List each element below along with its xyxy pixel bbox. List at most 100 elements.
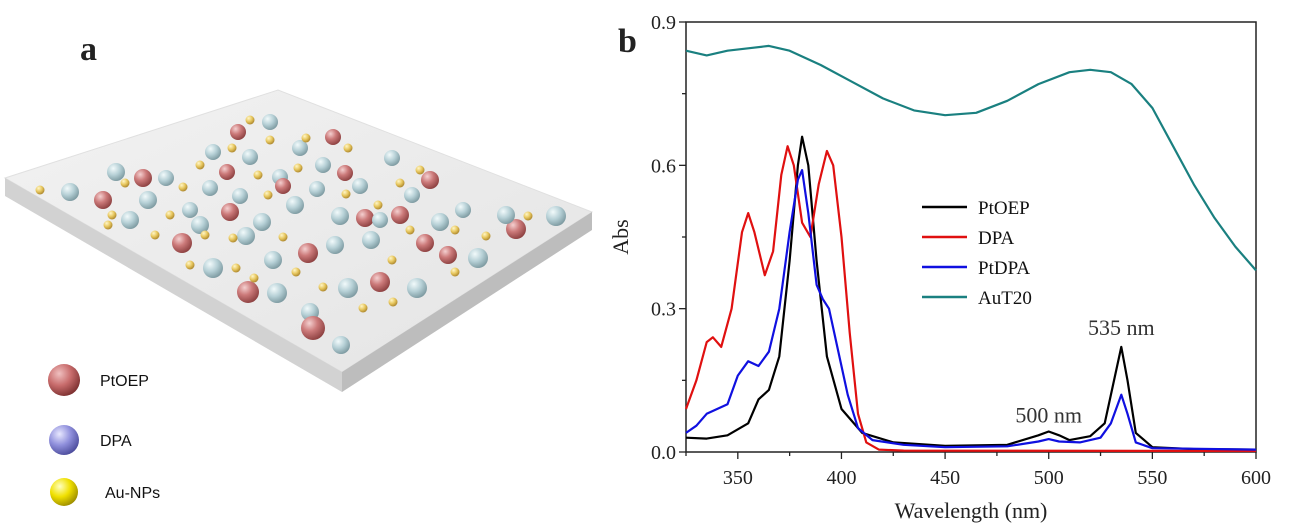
ptoep-particle [94, 191, 112, 209]
au-nanoparticle [523, 211, 533, 221]
au-nanoparticle [228, 233, 238, 243]
dpa-particle [407, 278, 427, 298]
dpa-particle [352, 178, 368, 194]
ptoep-particle [134, 169, 152, 187]
y-axis: 0.0 0.3 0.6 0.9 [651, 12, 686, 464]
legend-label-ptoep: PtOEP [100, 373, 149, 390]
au-nanoparticle [249, 273, 259, 283]
panel-a: a PtOEP DPA Au-NPs [3, 31, 594, 506]
ptoep-particle [370, 272, 390, 292]
dpa-particle [121, 211, 139, 229]
ptoep-particle [219, 164, 235, 180]
series-layer [684, 44, 1257, 453]
legend-label-ptdpa: PtDPA [978, 258, 1030, 279]
chart-plot-area: 350 400 450 500 550 600 0.0 0.3 0.6 0.9 PtOEP DPA… [651, 12, 1271, 489]
au-nanoparticle [395, 178, 405, 188]
legend-label-dpa: DPA [978, 228, 1015, 249]
dpa-particle [332, 336, 350, 354]
au-nps-sphere-icon [50, 478, 78, 506]
x-tick-label: 400 [826, 467, 856, 489]
legend-item-dpa: DPA [49, 425, 132, 455]
dpa-particle [497, 206, 515, 224]
au-nanoparticle [103, 220, 113, 230]
legend-label-aut20: AuT20 [978, 288, 1032, 309]
dpa-particle [338, 278, 358, 298]
ptoep-particle [221, 203, 239, 221]
ptoep-particle [506, 219, 526, 239]
series-line-ptoep [685, 135, 1257, 451]
x-axis-title: Wavelength (nm) [895, 498, 1048, 523]
legend-label-au-nps: Au-NPs [105, 485, 160, 502]
dpa-particle [262, 114, 278, 130]
au-nanoparticle [291, 267, 301, 277]
dpa-particle [362, 231, 380, 249]
au-nanoparticle [358, 303, 368, 313]
dpa-particle [431, 213, 449, 231]
peak-annotation: 535 nm [1088, 315, 1155, 340]
au-nanoparticle [245, 115, 255, 125]
dpa-particle [404, 187, 420, 203]
au-nanoparticle [373, 200, 383, 210]
au-nanoparticle [293, 163, 303, 173]
ptoep-particle [172, 233, 192, 253]
au-nanoparticle [450, 267, 460, 277]
ptoep-sphere-icon [48, 364, 80, 396]
y-tick-label: 0.6 [651, 155, 676, 177]
substrate-slab [3, 89, 594, 392]
dpa-particle [264, 251, 282, 269]
dpa-particle [267, 283, 287, 303]
dpa-particle [372, 212, 388, 228]
au-nanoparticle [107, 210, 117, 220]
x-tick-label: 500 [1034, 467, 1064, 489]
panel-a-label: a [80, 31, 97, 68]
ptoep-particle [421, 171, 439, 189]
y-tick-label: 0.3 [651, 299, 676, 321]
y-axis-title: Abs [608, 219, 633, 254]
au-nanoparticle [231, 263, 241, 273]
series-line-dpa [684, 145, 1257, 453]
x-tick-label: 350 [723, 467, 753, 489]
dpa-particle [468, 248, 488, 268]
dpa-particle [326, 236, 344, 254]
au-nanoparticle [178, 182, 188, 192]
ptoep-particle [275, 178, 291, 194]
legend-label-ptoep: PtOEP [978, 198, 1030, 219]
series-line-ptdpa [685, 169, 1257, 451]
dpa-particle [546, 206, 566, 226]
dpa-particle [315, 157, 331, 173]
au-nanoparticle [253, 170, 263, 180]
au-nanoparticle [481, 231, 491, 241]
dpa-particle [384, 150, 400, 166]
x-tick-label: 600 [1241, 467, 1271, 489]
au-nanoparticle [227, 143, 237, 153]
dpa-particle [139, 191, 157, 209]
peak-annotation: 500 nm [1015, 402, 1082, 427]
nanoparticle-layer [35, 114, 566, 354]
series-line-aut20 [685, 44, 1257, 272]
chart-annotations: 535 nm 500 nm [1015, 315, 1154, 427]
panel-b: b 350 400 450 500 550 600 0.0 0.3 0.6 0.9 PtOEP D… [608, 12, 1271, 523]
ptoep-particle [237, 281, 259, 303]
au-nanoparticle [265, 135, 275, 145]
dpa-particle [61, 183, 79, 201]
au-nanoparticle [263, 190, 273, 200]
dpa-particle [205, 144, 221, 160]
ptoep-particle [416, 234, 434, 252]
ptoep-particle [439, 246, 457, 264]
au-nanoparticle [120, 178, 130, 188]
chart-legend: PtOEP DPA PtDPA AuT20 [922, 198, 1032, 309]
ptoep-particle [337, 165, 353, 181]
dpa-particle [237, 227, 255, 245]
panel-a-legend: PtOEP DPA Au-NPs [48, 364, 160, 506]
au-nanoparticle [165, 210, 175, 220]
ptoep-particle [301, 316, 325, 340]
dpa-particle [182, 202, 198, 218]
ptoep-particle [356, 209, 374, 227]
au-nanoparticle [35, 185, 45, 195]
legend-item-ptoep: PtOEP [48, 364, 149, 396]
dpa-sphere-icon [49, 425, 79, 455]
au-nanoparticle [415, 165, 425, 175]
au-nanoparticle [387, 255, 397, 265]
y-tick-label: 0.0 [651, 442, 676, 464]
